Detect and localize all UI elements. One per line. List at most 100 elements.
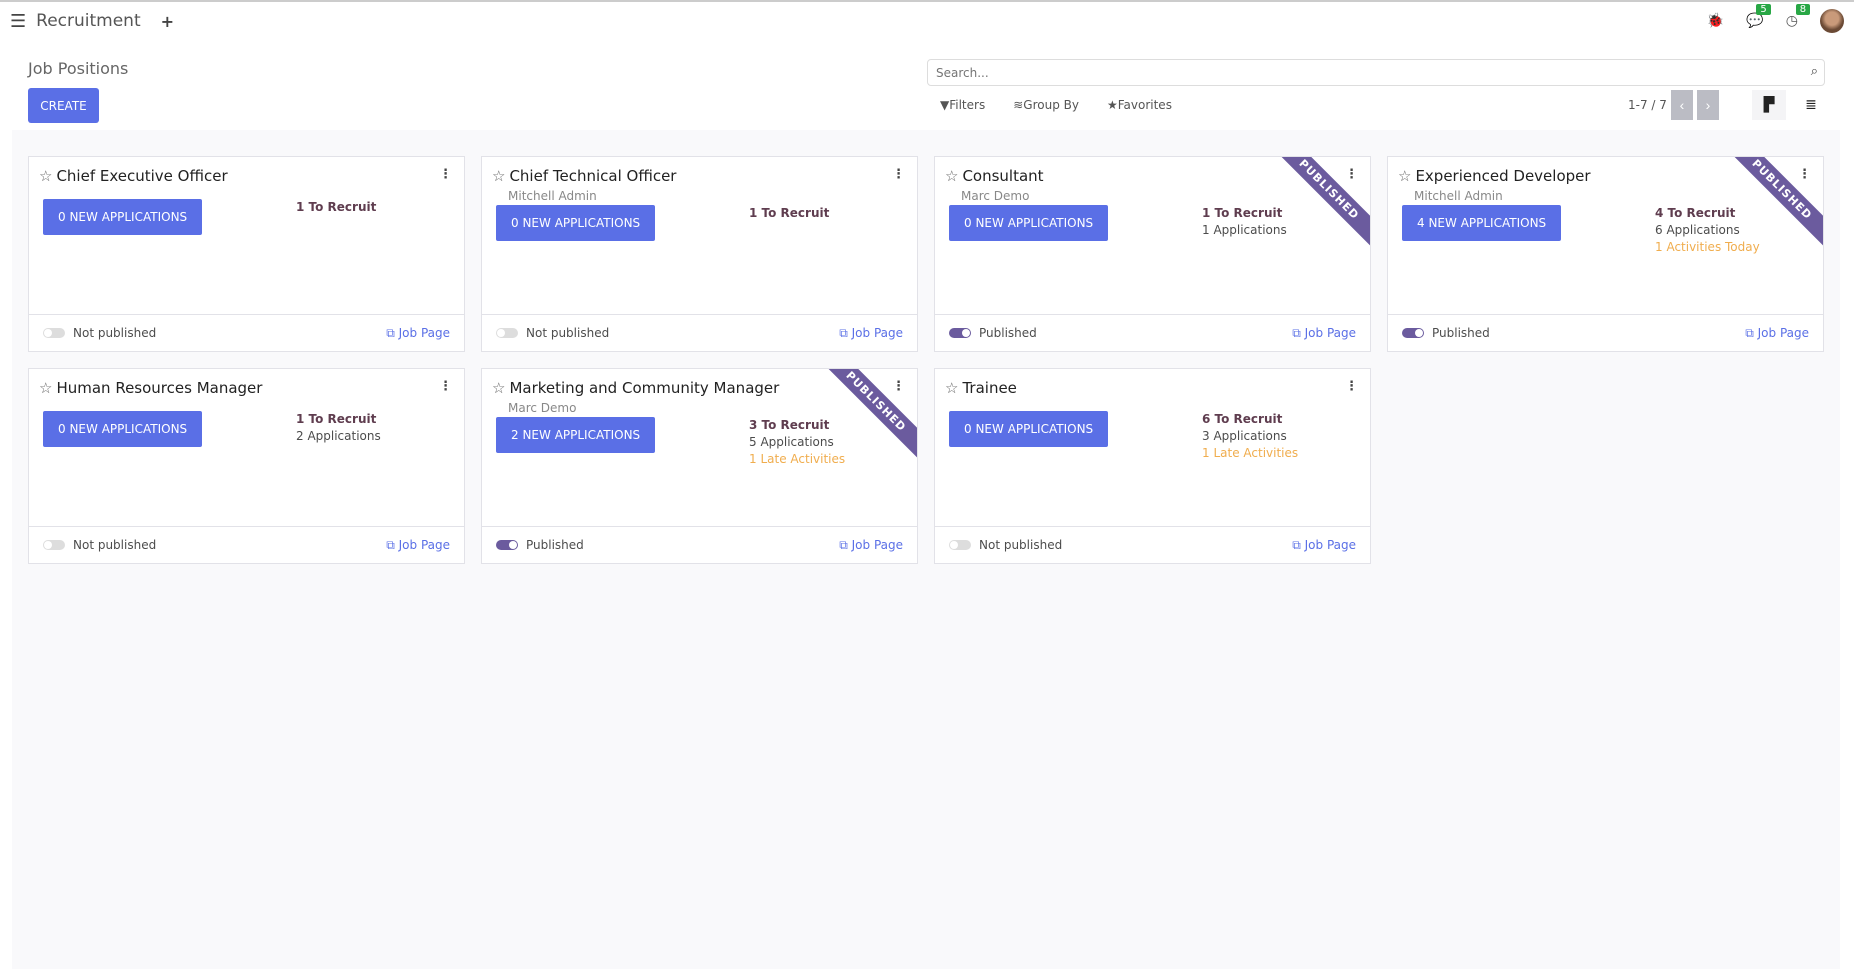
job-stats: 1 To Recruit (749, 205, 829, 222)
applications-count[interactable]: 6 Applications (1655, 223, 1740, 237)
star-icon[interactable]: ☆ (492, 379, 506, 397)
new-applications-button[interactable]: 4 NEW APPLICATIONS (1402, 205, 1562, 241)
list-view-button[interactable]: ≣ (1805, 97, 1817, 113)
job-card[interactable]: ☆ Human Resources Manager ⋮ 0 NEW APPLICA… (28, 368, 465, 564)
job-card[interactable]: ☆ Trainee ⋮ 0 NEW APPLICATIONS 6 To Recru… (934, 368, 1371, 564)
job-card[interactable]: PUBLISHED ☆ Marketing and Community Manag… (481, 368, 918, 564)
activities-link[interactable]: 1 Late Activities (749, 452, 846, 466)
to-recruit[interactable]: 4 To Recruit (1655, 206, 1736, 220)
publish-toggle[interactable] (43, 328, 65, 338)
more-options-icon[interactable]: ⋮ (892, 167, 905, 182)
pager-previous-button[interactable]: ‹ (1670, 90, 1693, 120)
star-icon[interactable]: ☆ (945, 167, 959, 185)
publish-status: Published (979, 326, 1037, 340)
job-name[interactable]: ☆ Human Resources Manager (39, 379, 262, 397)
publish-toggle[interactable] (496, 328, 518, 338)
publish-toggle[interactable] (949, 540, 971, 550)
publish-toggle[interactable] (1402, 328, 1424, 338)
search-icon[interactable]: ⌕ (1810, 64, 1818, 79)
job-page-link[interactable]: ⧉ Job Page (386, 538, 450, 553)
new-applications-button[interactable]: 0 NEW APPLICATIONS (43, 411, 203, 447)
more-options-icon[interactable]: ⋮ (439, 167, 452, 182)
star-icon[interactable]: ☆ (39, 167, 53, 185)
job-name[interactable]: ☆ Experienced Developer (1398, 167, 1591, 185)
job-responsible: Mitchell Admin (1414, 189, 1503, 203)
to-recruit[interactable]: 3 To Recruit (749, 418, 830, 432)
star-icon[interactable]: ☆ (39, 379, 53, 397)
filter-icon: ▼ (940, 98, 950, 112)
more-options-icon[interactable]: ⋮ (439, 379, 452, 394)
more-options-icon[interactable]: ⋮ (1798, 167, 1811, 182)
external-link-icon: ⧉ (839, 537, 852, 552)
to-recruit[interactable]: 1 To Recruit (749, 206, 830, 220)
job-page-label: Job Page (398, 325, 450, 340)
messages-button[interactable]: 💬 5 (1746, 4, 1771, 29)
job-card[interactable]: ☆ Chief Executive Officer ⋮ 0 NEW APPLICA… (28, 156, 465, 352)
star-icon[interactable]: ☆ (1398, 167, 1412, 185)
main-content: Job Positions CREATE ⌕ ▼Filters ≋Group B… (12, 42, 1840, 969)
applications-count[interactable]: 3 Applications (1202, 429, 1287, 443)
card-footer: Not published ⧉ Job Page (29, 314, 464, 351)
pager-value[interactable]: 1-7 / 7 (1628, 98, 1667, 112)
job-name[interactable]: ☆ Marketing and Community Manager (492, 379, 779, 397)
more-options-icon[interactable]: ⋮ (1345, 167, 1358, 182)
job-page-link[interactable]: ⧉ Job Page (1745, 326, 1809, 341)
create-button[interactable]: CREATE (28, 88, 99, 123)
job-name[interactable]: ☆ Chief Executive Officer (39, 167, 228, 185)
job-card[interactable]: ☆ Chief Technical Officer Mitchell Admin … (481, 156, 918, 352)
job-page-link[interactable]: ⧉ Job Page (1292, 326, 1356, 341)
job-responsible: Marc Demo (508, 401, 577, 415)
new-applications-button[interactable]: 0 NEW APPLICATIONS (43, 199, 203, 235)
activities-link[interactable]: 1 Activities Today (1655, 240, 1760, 254)
publish-toggle[interactable] (43, 540, 65, 550)
job-stats: 6 To Recruit 3 Applications 1 Late Activ… (1202, 411, 1298, 462)
debug-icon[interactable]: 🐞 (1706, 13, 1725, 29)
publish-toggle[interactable] (949, 328, 971, 338)
activities-link[interactable]: 1 Late Activities (1202, 446, 1299, 460)
new-tab-button[interactable]: + (160, 11, 175, 31)
search-input[interactable] (928, 60, 1788, 85)
more-options-icon[interactable]: ⋮ (892, 379, 905, 394)
job-card[interactable]: PUBLISHED ☆ Consultant Marc Demo ⋮ 0 NEW … (934, 156, 1371, 352)
new-applications-button[interactable]: 2 NEW APPLICATIONS (496, 417, 656, 453)
group-by-button[interactable]: ≋Group By (1013, 98, 1079, 112)
star-icon[interactable]: ☆ (945, 379, 959, 397)
pager-next-button[interactable]: › (1696, 90, 1719, 120)
job-title: Marketing and Community Manager (509, 379, 780, 397)
job-page-link[interactable]: ⧉ Job Page (1292, 538, 1356, 553)
filters-button[interactable]: ▼Filters (940, 98, 985, 112)
external-link-icon: ⧉ (386, 325, 399, 340)
publish-status: Published (1432, 326, 1490, 340)
publish-status: Published (526, 538, 584, 552)
job-name[interactable]: ☆ Consultant (945, 167, 1044, 185)
card-footer: Not published ⧉ Job Page (935, 526, 1370, 563)
applications-count[interactable]: 5 Applications (749, 435, 834, 449)
job-page-link[interactable]: ⧉ Job Page (839, 326, 903, 341)
new-applications-button[interactable]: 0 NEW APPLICATIONS (496, 205, 656, 241)
avatar[interactable] (1820, 9, 1844, 33)
publish-toggle[interactable] (496, 540, 518, 550)
new-applications-button[interactable]: 0 NEW APPLICATIONS (949, 205, 1109, 241)
more-options-icon[interactable]: ⋮ (1345, 379, 1358, 394)
applications-count[interactable]: 1 Applications (1202, 223, 1287, 237)
new-applications-button[interactable]: 0 NEW APPLICATIONS (949, 411, 1109, 447)
card-footer: Published ⧉ Job Page (1388, 314, 1823, 351)
to-recruit[interactable]: 1 To Recruit (1202, 206, 1283, 220)
star-icon[interactable]: ☆ (492, 167, 506, 185)
app-title[interactable]: Recruitment (36, 11, 141, 31)
applications-count[interactable]: 2 Applications (296, 429, 381, 443)
external-link-icon: ⧉ (1292, 537, 1305, 552)
job-page-link[interactable]: ⧉ Job Page (839, 538, 903, 553)
to-recruit[interactable]: 1 To Recruit (296, 200, 377, 214)
kanban-view-button[interactable]: ▛ (1752, 90, 1786, 120)
favorites-button[interactable]: ★Favorites (1107, 98, 1172, 112)
job-name[interactable]: ☆ Trainee (945, 379, 1017, 397)
card-footer: Published ⧉ Job Page (482, 526, 917, 563)
job-name[interactable]: ☆ Chief Technical Officer (492, 167, 676, 185)
hamburger-icon[interactable]: ☰ (10, 10, 27, 32)
to-recruit[interactable]: 6 To Recruit (1202, 412, 1283, 426)
job-page-link[interactable]: ⧉ Job Page (386, 326, 450, 341)
job-card[interactable]: PUBLISHED ☆ Experienced Developer Mitchel… (1387, 156, 1824, 352)
activities-button[interactable]: ◷ 8 (1786, 4, 1811, 29)
to-recruit[interactable]: 1 To Recruit (296, 412, 377, 426)
